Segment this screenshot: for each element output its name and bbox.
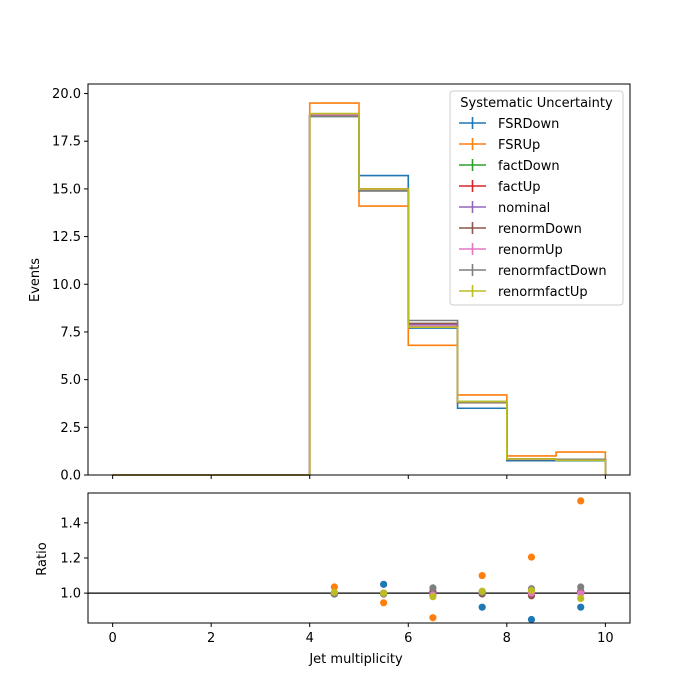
ratio-y-tick-label: 1.4 (60, 516, 81, 531)
ratio-y-tick-label: 1.0 (60, 587, 81, 602)
ratio-point-FSRUp (478, 571, 486, 580)
ratio-point-FSRUp (380, 599, 388, 607)
ratio-point-renormfactUp (577, 594, 585, 603)
legend-item-renormfactUp: renormfactUp (459, 285, 588, 300)
ratio-point-FSRDown (527, 615, 536, 624)
ratio-point-FSRUp (330, 583, 338, 591)
ratio-point-FSRUp (429, 614, 437, 622)
main-y-tick-label: 12.5 (52, 230, 81, 245)
ratio-point-renormfactUp (380, 589, 388, 597)
legend-item-FSRUp: FSRUp (459, 138, 540, 153)
x-tick-label: 4 (306, 631, 314, 646)
legend-label: nominal (498, 201, 550, 216)
main-y-tick-label: 7.5 (60, 325, 81, 340)
legend-label: renormDown (498, 222, 582, 237)
ratio-point-renormfactUp (330, 588, 338, 596)
ratio-y-axis-label: Ratio (35, 542, 50, 575)
legend-label: renormfactDown (498, 264, 607, 279)
main-x-ticks (112, 475, 606, 479)
main-axes-frame (87, 83, 631, 476)
legend-label: renormfactUp (498, 285, 588, 300)
x-tick-label: 10 (597, 631, 614, 646)
ratio-point-renormUp (577, 589, 585, 597)
legend-item-factDown: factDown (459, 159, 560, 174)
legend: Systematic Uncertainty FSRDown FSRUp factD… (449, 90, 624, 306)
ratio-point-renormfactUp (429, 593, 437, 601)
main-y-tick-label: 2.5 (60, 421, 81, 436)
ratio-point-FSRUp (577, 497, 585, 505)
legend-box (449, 90, 624, 306)
legend-items: FSRDown FSRUp factDown factUp nominal renormD… (459, 117, 607, 300)
main-y-tick-label: 5.0 (60, 373, 81, 388)
ratio-point-FSRDown (380, 580, 388, 588)
ratio-point-renormfactUp (527, 586, 536, 595)
legend-item-nominal: nominal (459, 201, 550, 216)
ratio-point-FSRUp (527, 553, 536, 561)
x-tick-label: 2 (207, 631, 215, 646)
x-tick-label: 8 (503, 631, 511, 646)
main-y-tick-label: 20.0 (52, 87, 81, 102)
main-y-ticks: 0.0 2.5 5.0 7.5 10.0 12.5 15.0 17.5 20.0 (52, 87, 88, 484)
ratio-x-ticks: 0 2 4 6 8 10 (108, 623, 614, 646)
main-y-tick-label: 17.5 (52, 135, 81, 150)
ratio-point-renormfactDown (577, 583, 585, 591)
main-y-tick-label: 15.0 (52, 182, 81, 197)
ratio-point-renormfactDown (429, 584, 437, 592)
legend-label: FSRUp (498, 138, 540, 153)
ratio-panel: 1.0 1.2 1.4 0 2 4 6 8 10 Ratio Jet multiplicity (35, 492, 631, 667)
legend-item-factUp: factUp (459, 180, 541, 195)
x-tick-label: 6 (404, 631, 412, 646)
main-panel: 0.0 2.5 5.0 7.5 10.0 12.5 15.0 17.5 20.0 Events (28, 83, 631, 484)
legend-title: Systematic Uncertainty (460, 96, 613, 111)
ratio-point-FSRDown (478, 603, 486, 611)
main-y-axis-label: Events (28, 258, 43, 302)
ratio-points-group (330, 497, 585, 624)
legend-label: factUp (498, 180, 541, 195)
legend-item-renormUp: renormUp (459, 243, 563, 258)
legend-item-renormfactDown: renormfactDown (459, 264, 607, 279)
legend-label: FSRDown (498, 117, 559, 132)
main-y-tick-label: 0.0 (60, 469, 81, 484)
x-tick-label: 0 (108, 631, 116, 646)
ratio-y-tick-label: 1.2 (60, 552, 81, 567)
legend-item-renormDown: renormDown (459, 222, 582, 237)
legend-item-FSRDown: FSRDown (459, 117, 559, 132)
legend-label: factDown (498, 159, 560, 174)
ratio-y-ticks: 1.0 1.2 1.4 (60, 516, 88, 602)
ratio-point-renormfactUp (478, 587, 486, 595)
legend-label: renormUp (498, 243, 563, 258)
ratio-point-FSRDown (577, 603, 585, 611)
main-y-tick-label: 10.0 (52, 278, 81, 293)
x-axis-label: Jet multiplicity (308, 652, 403, 667)
